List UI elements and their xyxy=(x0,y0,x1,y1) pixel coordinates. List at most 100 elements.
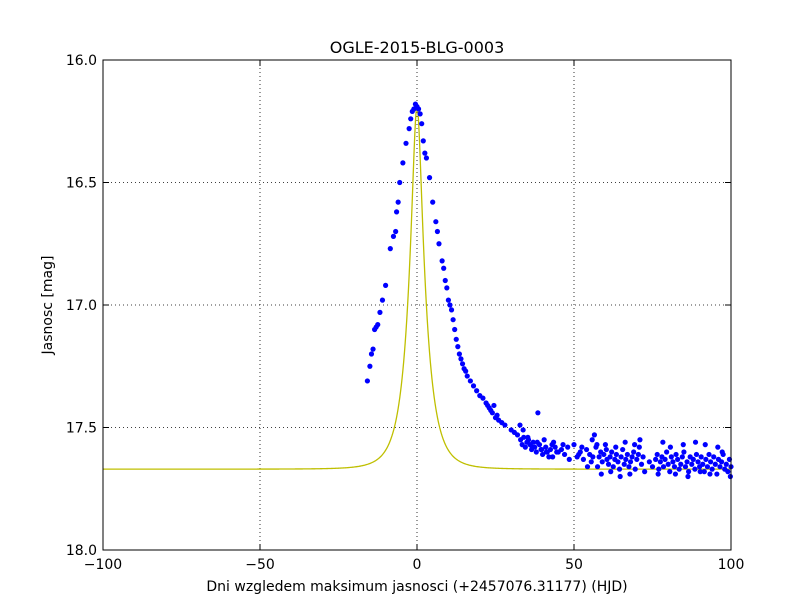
data-point xyxy=(383,282,389,288)
data-point xyxy=(502,422,508,428)
data-point xyxy=(576,451,582,458)
data-point xyxy=(706,451,712,458)
data-point xyxy=(615,459,621,465)
data-point xyxy=(623,456,629,462)
data-point xyxy=(621,461,627,467)
data-point xyxy=(727,473,733,480)
data-point xyxy=(470,383,477,389)
data-point xyxy=(393,228,399,235)
data-point xyxy=(534,439,540,445)
data-point xyxy=(546,454,552,460)
data-point xyxy=(686,469,692,475)
data-point xyxy=(491,402,497,409)
data-point xyxy=(689,461,695,467)
data-point xyxy=(660,464,667,470)
data-point xyxy=(522,444,528,450)
data-point xyxy=(520,427,526,433)
data-point xyxy=(656,466,662,472)
data-point xyxy=(439,258,445,264)
data-point xyxy=(707,471,713,477)
data-point xyxy=(608,469,614,475)
data-point xyxy=(664,449,670,455)
data-point xyxy=(613,451,619,458)
data-point xyxy=(494,412,500,418)
data-point xyxy=(445,297,451,303)
data-point xyxy=(668,454,674,460)
data-point xyxy=(397,179,403,186)
data-point xyxy=(540,451,546,458)
data-point xyxy=(673,451,679,458)
data-point xyxy=(580,456,587,462)
data-point xyxy=(707,459,714,465)
data-point xyxy=(441,265,447,271)
data-point xyxy=(400,160,406,166)
data-point xyxy=(715,444,721,450)
data-point xyxy=(719,449,725,455)
data-point xyxy=(377,309,383,315)
data-point xyxy=(539,446,545,453)
data-point xyxy=(390,233,397,239)
data-point xyxy=(685,473,691,480)
data-point xyxy=(554,449,560,455)
data-point xyxy=(588,459,594,465)
data-point xyxy=(617,473,623,480)
data-point xyxy=(552,444,558,450)
data-point xyxy=(368,351,375,357)
data-point xyxy=(640,454,646,460)
data-point xyxy=(452,326,458,333)
data-point xyxy=(693,451,700,458)
data-point xyxy=(627,471,633,477)
data-point xyxy=(698,454,704,460)
data-point xyxy=(403,140,409,146)
data-point xyxy=(626,464,632,470)
data-point xyxy=(415,106,422,112)
data-point xyxy=(521,434,527,440)
data-point xyxy=(430,199,436,205)
data-point xyxy=(629,454,635,460)
data-point xyxy=(579,444,585,450)
data-point xyxy=(684,459,690,465)
data-point xyxy=(679,454,685,460)
data-point xyxy=(547,446,554,453)
data-point xyxy=(558,446,565,453)
data-point xyxy=(459,361,466,367)
data-point xyxy=(370,346,376,352)
data-point xyxy=(632,442,638,448)
data-point xyxy=(637,437,643,443)
data-point xyxy=(444,285,450,291)
data-point xyxy=(725,469,731,475)
x-tick-label: −100 xyxy=(84,557,122,573)
data-point xyxy=(702,442,708,448)
data-point xyxy=(560,442,566,448)
data-point xyxy=(458,356,464,362)
data-point xyxy=(447,302,453,308)
data-point xyxy=(665,461,671,467)
data-point xyxy=(618,454,624,460)
data-point xyxy=(678,461,684,467)
plot-frame xyxy=(102,59,732,551)
data-point xyxy=(675,456,681,462)
data-point xyxy=(692,439,699,445)
data-point xyxy=(543,444,549,450)
data-point xyxy=(649,464,656,470)
data-point xyxy=(627,459,634,465)
data-point xyxy=(695,459,701,465)
data-point xyxy=(550,439,557,445)
data-point xyxy=(594,464,601,470)
data-point xyxy=(453,336,459,342)
data-point xyxy=(395,199,401,205)
data-point xyxy=(609,449,615,455)
data-point xyxy=(591,432,598,438)
data-point xyxy=(367,363,373,369)
data-point xyxy=(670,459,676,465)
data-point xyxy=(433,219,439,225)
data-point xyxy=(676,466,682,472)
data-point xyxy=(387,246,393,252)
y-tick-label: 16.0 xyxy=(66,53,97,69)
data-point xyxy=(635,451,641,458)
data-point xyxy=(406,126,412,132)
data-point xyxy=(535,410,541,416)
data-point xyxy=(529,444,535,450)
data-point xyxy=(613,444,619,450)
data-point xyxy=(408,116,414,122)
